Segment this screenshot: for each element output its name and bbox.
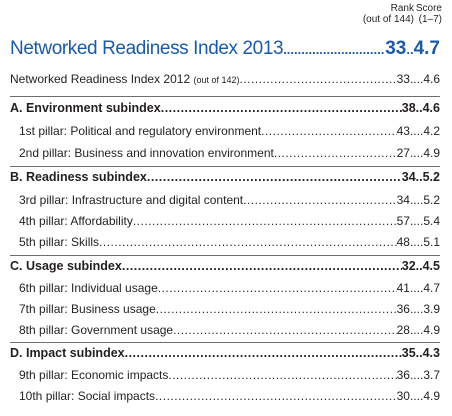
leader-dots (261, 124, 396, 138)
subindex-label: D. Impact subindex (10, 346, 125, 360)
pillar-label: 9th pillar: Economic impacts (19, 368, 169, 382)
subindex-score: 4.3 (416, 346, 440, 360)
pillar-score: 5.2 (410, 193, 440, 207)
leader-dots (168, 368, 396, 382)
subindex-label: A. Environment subindex (10, 101, 161, 115)
pillar-rank: 27 (396, 146, 410, 160)
pillar-label: 8th pillar: Government usage (19, 323, 174, 337)
pillar-row: 7th pillar: Business usage 36 3.9 (19, 302, 440, 318)
score-header-sub: (1–7) (418, 14, 442, 25)
pillar-rank: 30 (396, 389, 410, 403)
leader-dots (173, 323, 397, 337)
subindex-score: 5.2 (416, 170, 440, 184)
pillar-score: 4.9 (410, 146, 440, 160)
section-divider (10, 255, 440, 256)
rank-header-label: Rank (390, 3, 414, 14)
pillar-row: 3rd pillar: Infrastructure and digital c… (19, 193, 440, 209)
pillar-label: 2nd pillar: Business and innovation envi… (19, 146, 274, 160)
pillar-rank: 36 (396, 302, 410, 316)
section-divider (10, 166, 440, 167)
pillar-label: 1st pillar: Political and regulatory env… (19, 124, 262, 138)
pillar-row: 10th pillar: Social impacts 30 4.9 (19, 389, 440, 405)
pillar-label: 10th pillar: Social impacts (19, 389, 156, 403)
leader-dots (99, 235, 397, 249)
pillar-score: 3.9 (410, 302, 440, 316)
pillar-row: 5th pillar: Skills 48 5.1 (19, 235, 440, 251)
subindex-row-impact: D. Impact subindex 35 4.3 (10, 346, 440, 364)
score-header-label: Score (415, 3, 442, 14)
nri-2013-label: Networked Readiness Index 2013 (10, 38, 284, 59)
leader-dots (161, 101, 402, 115)
pillar-rank: 48 (396, 235, 410, 249)
subindex-rank: 32 (401, 259, 416, 273)
nri-2012-row: Networked Readiness Index 2012 (out of 1… (10, 72, 440, 88)
pillar-row: 6th pillar: Individual usage 41 4.7 (19, 281, 440, 297)
leader-dots (155, 389, 397, 403)
leader-dots (274, 146, 397, 160)
subindex-score: 4.5 (416, 259, 440, 273)
nri-2013-rank: 33 (385, 38, 407, 59)
pillar-rank: 43 (396, 124, 410, 138)
leader-dots (147, 170, 402, 184)
leader-dots (122, 259, 402, 273)
leader-dots (240, 72, 397, 86)
nri-2012-score: 4.6 (410, 72, 440, 86)
score-column-header: Score (1–7) (414, 3, 442, 25)
subindex-row-environment: A. Environment subindex 38 4.6 (10, 101, 440, 119)
pillar-score: 4.9 (410, 389, 440, 403)
pillar-score: 5.4 (410, 214, 440, 228)
pillar-row: 8th pillar: Government usage 28 4.9 (19, 323, 440, 339)
pillar-row: 4th pillar: Affordability 57 5.4 (19, 214, 440, 230)
section-divider (10, 342, 440, 343)
pillar-rank: 34 (396, 193, 410, 207)
rank-column-header: Rank (out of 144) (362, 3, 414, 25)
leader-dots (125, 346, 402, 360)
pillar-rank: 36 (396, 368, 410, 382)
leader-dots (158, 281, 397, 295)
pillar-score: 5.1 (410, 235, 440, 249)
pillar-score: 4.9 (410, 323, 440, 337)
nri-2012-rank: 33 (396, 72, 410, 86)
pillar-row: 9th pillar: Economic impacts 36 3.7 (19, 368, 440, 384)
nri-2012-note: (out of 142) (193, 75, 240, 85)
pillar-rank: 41 (396, 281, 410, 295)
nri-2012-label: Networked Readiness Index 2012 (out of 1… (10, 72, 240, 86)
pillar-label: 4th pillar: Affordability (19, 214, 133, 228)
pillar-rank: 28 (396, 323, 410, 337)
pillar-rank: 57 (396, 214, 410, 228)
nri-2013-row: Networked Readiness Index 2013 33 4.7 (10, 38, 440, 62)
leader-dots (133, 214, 397, 228)
pillar-row: 1st pillar: Political and regulatory env… (19, 124, 440, 140)
pillar-row: 2nd pillar: Business and innovation envi… (19, 146, 440, 162)
leader-dots (243, 193, 396, 207)
subindex-row-usage: C. Usage subindex 32 4.5 (10, 259, 440, 277)
pillar-score: 3.7 (410, 368, 440, 382)
subindex-row-readiness: B. Readiness subindex 34 5.2 (10, 170, 440, 188)
subindex-rank: 35 (401, 346, 416, 360)
subindex-score: 4.6 (416, 101, 440, 115)
pillar-score: 4.7 (410, 281, 440, 295)
subindex-label: C. Usage subindex (10, 259, 122, 273)
pillar-score: 4.2 (410, 124, 440, 138)
nri-2013-score: 4.7 (406, 38, 440, 60)
subindex-label: B. Readiness subindex (10, 170, 147, 184)
leader-dots (156, 302, 397, 316)
pillar-label: 5th pillar: Skills (19, 235, 100, 249)
leader-dots (283, 42, 385, 57)
subindex-rank: 38 (401, 101, 416, 115)
pillar-label: 7th pillar: Business usage (19, 302, 156, 316)
nri-2012-label-text: Networked Readiness Index 2012 (10, 72, 191, 86)
subindex-rank: 34 (401, 170, 416, 184)
pillar-label: 3rd pillar: Infrastructure and digital c… (19, 193, 244, 207)
pillar-label: 6th pillar: Individual usage (19, 281, 158, 295)
rank-header-sub: (out of 144) (362, 14, 414, 25)
section-divider (10, 96, 440, 97)
